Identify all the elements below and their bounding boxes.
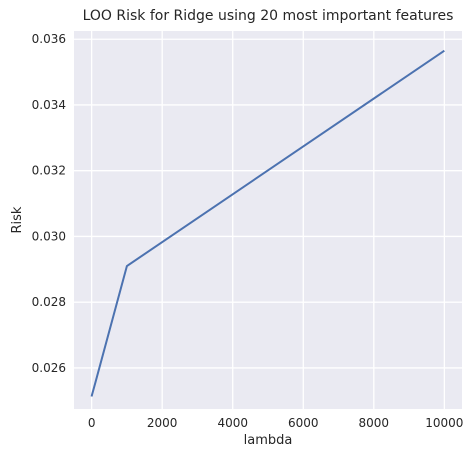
x-tick-label: 2000: [147, 416, 178, 430]
y-tick-label: 0.032: [32, 164, 66, 178]
series-layer: [90, 49, 445, 398]
tick-labels: 0 2000 4000 6000 8000 10000 0.026 0.028 0.030 0.0…: [32, 32, 464, 430]
y-tick-label: 0.028: [32, 295, 66, 309]
x-tick-label: 6000: [288, 416, 319, 430]
x-tick-label: 8000: [359, 416, 390, 430]
y-tick-label: 0.030: [32, 229, 66, 243]
gridlines: [74, 31, 462, 409]
risk-series-line: [90, 49, 445, 398]
chart-title: LOO Risk for Ridge using 20 most importa…: [83, 8, 454, 24]
y-tick-label: 0.026: [32, 361, 66, 375]
y-axis-label: Risk: [10, 206, 25, 233]
y-tick-label: 0.036: [32, 32, 66, 46]
x-tick-label: 0: [88, 416, 96, 430]
x-axis-label: lambda: [244, 433, 293, 448]
plot-area: [74, 31, 462, 409]
x-tick-label: 10000: [425, 416, 463, 430]
y-tick-label: 0.034: [32, 98, 66, 112]
x-tick-label: 4000: [217, 416, 248, 430]
